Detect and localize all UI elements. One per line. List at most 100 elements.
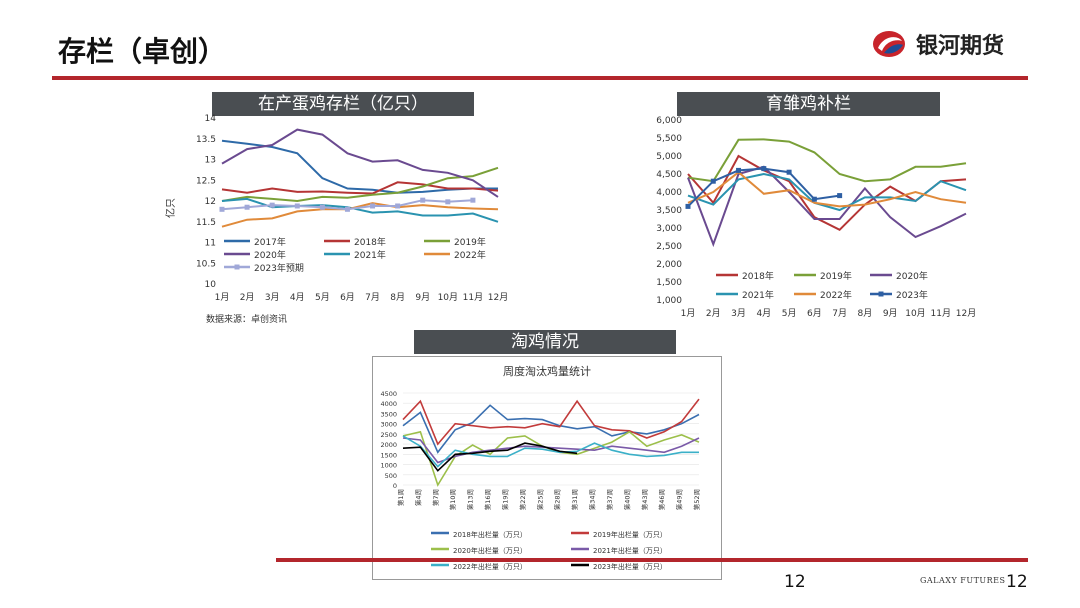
series-point [244, 204, 250, 210]
series-line [221, 166, 499, 203]
x-tick-label: 第28周 [553, 489, 562, 510]
x-tick-label: 10月 [905, 308, 925, 319]
series-point [370, 203, 376, 209]
series-point [710, 178, 716, 184]
x-tick-label: 第37周 [605, 489, 614, 510]
series-point [219, 206, 225, 212]
y-tick-label: 10.5 [196, 259, 216, 269]
x-tick-label: 8月 [858, 308, 873, 319]
legend-label: 2018年出栏量（万只） [453, 530, 527, 539]
series-point [319, 204, 325, 210]
legend-label: 2020年 [254, 249, 286, 261]
legend-label: 2017年 [254, 236, 286, 248]
x-tick-label: 4月 [290, 292, 305, 303]
legend-label: 2021年出栏量（万只） [593, 546, 667, 555]
x-tick-label: 4月 [756, 308, 771, 319]
legend-label: 2020年 [896, 270, 928, 282]
legend-label: 2023年 [896, 289, 928, 301]
x-tick-label: 第19周 [500, 489, 509, 510]
page-title: 存栏（卓创） [58, 35, 227, 68]
y-tick-label: 2500 [380, 431, 397, 439]
legend-label: 2021年 [354, 249, 386, 261]
x-tick-label: 第46周 [657, 489, 666, 510]
legend-label: 2018年 [354, 236, 386, 248]
y-tick-label: 1,500 [656, 278, 682, 288]
series-point [685, 203, 691, 209]
y-tick-label: 3,000 [656, 224, 682, 234]
page-number-center: 12 [784, 572, 806, 592]
y-tick-label: 2,000 [656, 260, 682, 270]
y-tick-label: 12 [205, 197, 216, 207]
series-line [687, 172, 967, 212]
y-tick-label: 13.5 [196, 135, 216, 145]
x-tick-label: 第52周 [692, 489, 701, 510]
y-tick-label: 13 [205, 156, 216, 166]
legend-label: 2020年出栏量（万只） [453, 546, 527, 555]
legend-label: 2022年 [454, 249, 486, 261]
culling-chart-frame: 周度淘汰鸡量统计 0 500 1000 1500 2000 2500 3000 3500 4000… [372, 356, 722, 580]
x-tick-label: 第49周 [675, 489, 684, 510]
x-tick-label: 第22周 [518, 489, 527, 510]
galaxy-logo-icon [873, 31, 905, 57]
x-tick-label: 第10周 [448, 489, 457, 510]
x-tick-label: 10月 [438, 292, 458, 303]
x-tick-label: 9月 [415, 292, 430, 303]
banner-layer-inventory: 在产蛋鸡存栏（亿只） [212, 92, 474, 116]
x-tick-label: 第13周 [466, 489, 475, 510]
y-tick-label: 5,500 [656, 134, 682, 144]
x-tick-label: 第7周 [431, 489, 440, 506]
y-tick-label: 500 [385, 472, 397, 480]
series-line [221, 202, 499, 228]
series-line [221, 139, 498, 194]
y-tick-label: 2000 [380, 441, 397, 449]
source-note: 数据来源：卓创资讯 [206, 313, 287, 325]
series-point [395, 203, 401, 209]
legend-label: 2023年预期 [254, 262, 304, 274]
page-number-right: 12 [1006, 572, 1028, 592]
y-tick-label: 5,000 [656, 152, 682, 162]
x-tick-label: 6月 [340, 292, 355, 303]
y-tick-label: 11.5 [196, 218, 216, 228]
culling-chart: 周度淘汰鸡量统计 0 500 1000 1500 2000 2500 3000 3500 4000… [380, 364, 701, 571]
layer-inventory-chart: 10 10.5 11 11.5 12 12.5 13 13.5 14 1月 2月 3月 4月 5月 6月 7月… [164, 114, 508, 325]
banner-culling: 淘鸡情况 [414, 330, 676, 354]
y-tick-label: 3000 [380, 421, 397, 429]
y-tick-label: 0 [393, 482, 397, 490]
series-point [811, 196, 817, 202]
y-tick-label: 10 [205, 280, 217, 290]
x-tick-label: 3月 [731, 308, 746, 319]
logo-text: 银河期货 [916, 34, 1005, 59]
y-tick-label: 12.5 [196, 176, 216, 186]
x-tick-label: 第25周 [535, 489, 544, 510]
y-tick-label: 4,000 [656, 188, 682, 198]
series-point [269, 202, 275, 208]
legend-marker [234, 264, 240, 270]
series-line [402, 442, 578, 472]
legend-label: 2022年 [820, 289, 852, 301]
x-tick-label: 第40周 [622, 489, 631, 510]
legend-label: 2021年 [742, 289, 774, 301]
y-tick-label: 4500 [380, 390, 397, 398]
x-tick-label: 7月 [365, 292, 380, 303]
chart-title: 周度淘汰鸡量统计 [503, 364, 591, 378]
y-tick-label: 4,500 [656, 170, 682, 180]
chick-replenish-chart: 1,000 1,500 2,000 2,500 3,000 3,500 4,000 4,500… [656, 116, 976, 319]
x-tick-label: 7月 [832, 308, 847, 319]
y-tick-label: 2,500 [656, 242, 682, 252]
x-tick-label: 11月 [931, 308, 951, 319]
x-tick-label: 5月 [782, 308, 797, 319]
series-point [344, 206, 350, 212]
y-tick-label: 11 [205, 239, 216, 249]
series-line [221, 181, 499, 195]
header-rule [52, 76, 1028, 80]
series-line [221, 128, 499, 198]
x-tick-label: 3月 [265, 292, 280, 303]
y-tick-label: 1,000 [656, 296, 682, 306]
x-tick-label: 12月 [488, 292, 508, 303]
legend-marker [878, 291, 884, 297]
x-tick-label: 1月 [215, 292, 230, 303]
x-tick-label: 第31周 [570, 489, 579, 510]
x-tick-label: 5月 [315, 292, 330, 303]
x-tick-label: 8月 [390, 292, 405, 303]
footer-brand: GALAXY FUTURES [920, 576, 1006, 585]
